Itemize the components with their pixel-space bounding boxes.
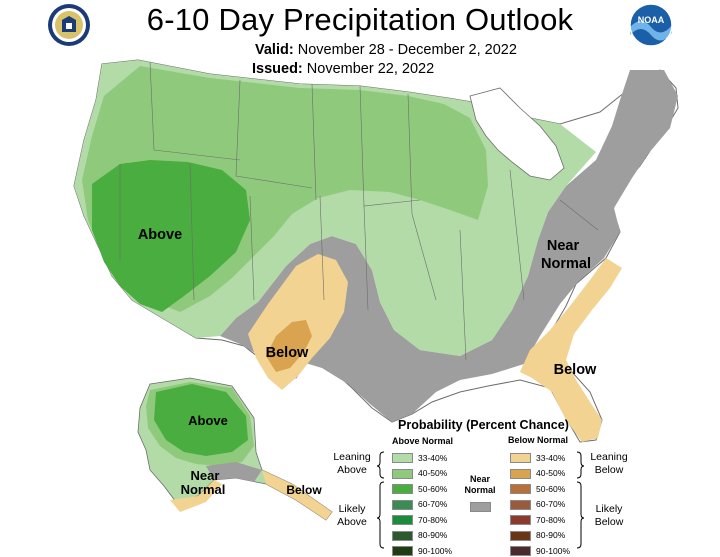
legend-below-label-6: 80-90%	[536, 530, 566, 540]
legend-below-swatch-4	[510, 499, 531, 510]
legend-below-swatch-1	[510, 453, 531, 463]
noaa-logo-text: NOAA	[638, 15, 665, 25]
legend-below-header: Below Normal	[508, 435, 569, 445]
label-above: Above	[138, 227, 182, 243]
legend-below-swatch-6	[510, 530, 531, 541]
valid-dates: November 28 - December 2, 2022	[297, 42, 517, 58]
legend-above-label-7: 90-100%	[418, 545, 453, 556]
legend-near-line2: Normal	[464, 485, 496, 495]
legend-below-label-7: 90-100%	[536, 545, 571, 556]
alaska-above-50-60	[154, 384, 248, 456]
legend-likely-above-line2: Above	[337, 516, 367, 528]
legend-title: Probability (Percent Chance)	[398, 418, 569, 432]
legend-above-header: Above Normal	[392, 436, 454, 446]
legend-near-normal-swatch	[470, 502, 491, 512]
legend-below-swatch-3	[510, 484, 531, 494]
below-southeast-region	[520, 258, 622, 442]
legend-above-swatch-2	[392, 468, 413, 479]
issued-line: Issued: November 22, 2022	[252, 61, 434, 77]
label-near-line1: Near	[547, 238, 580, 254]
legend-likely-above: Likely Above	[326, 503, 378, 529]
legend-above-label-4: 60-70%	[418, 499, 448, 509]
noaa-logo: NOAA	[629, 3, 673, 47]
state-boundaries	[119, 61, 599, 361]
legend-above-label-3: 50-60%	[418, 483, 448, 494]
legend-near-normal-label: Near Normal	[460, 474, 500, 496]
legend-above-label-2: 40-50%	[418, 468, 448, 478]
legend-leaning-below-line2: Below	[594, 464, 624, 476]
legend-leaning-above-line2: Above	[337, 464, 367, 476]
great-lakes	[469, 87, 565, 181]
label-near-line2: Normal	[541, 256, 591, 272]
legend-below-swatch-2	[510, 468, 531, 479]
legend-above-swatch-6	[392, 530, 413, 541]
legend-likely-below: Likely Below	[583, 503, 635, 529]
legend-likely-below-line1: Likely	[595, 503, 623, 515]
issued-date: November 22, 2022	[306, 61, 435, 77]
label-alaska-near-line2: Normal	[181, 482, 226, 497]
legend-leaning-above-line1: Leaning	[333, 451, 371, 463]
legend-above-swatch-1	[392, 453, 413, 463]
above-50-60-region	[92, 160, 250, 312]
legend-leaning-below-line1: Leaning	[590, 451, 628, 463]
legend-below-label-5: 70-80%	[536, 514, 566, 525]
legend-below-label-3: 50-60%	[536, 483, 566, 494]
dept-of-commerce-seal	[47, 3, 91, 47]
valid-line: Valid: November 28 - December 2, 2022	[255, 42, 517, 58]
legend-above-swatch-3	[392, 484, 413, 494]
legend-above-swatch-7	[392, 546, 413, 556]
legend-above-label-1: 33-40%	[418, 452, 448, 463]
legend-likely-below-line2: Below	[594, 516, 624, 528]
legend-below-label-1: 33-40%	[536, 452, 566, 463]
legend-above-label-6: 80-90%	[418, 530, 448, 540]
legend-below-label-2: 40-50%	[536, 468, 566, 478]
label-below-southwest: Below	[266, 345, 309, 361]
label-below-southeast: Below	[554, 362, 597, 378]
below-40-50-region	[266, 320, 312, 372]
legend-below-swatch-7	[510, 546, 531, 556]
legend-below-swatch-5	[510, 515, 531, 525]
label-alaska-above: Above	[188, 413, 228, 428]
legend-above-swatch-4	[392, 499, 413, 510]
legend-near-line1: Near	[469, 474, 490, 484]
issued-label: Issued:	[252, 61, 303, 77]
alaska-near-normal	[206, 462, 262, 482]
valid-label: Valid:	[255, 42, 294, 58]
alaska-below-aleutians	[170, 480, 222, 512]
legend-below-label-4: 60-70%	[536, 499, 566, 509]
map-title: 6-10 Day Precipitation Outlook	[146, 2, 574, 37]
near-normal-east	[220, 70, 678, 422]
label-alaska-below: Below	[286, 483, 322, 497]
legend-leaning-below: Leaning Below	[583, 451, 635, 477]
legend-above-swatch-5	[392, 515, 413, 525]
legend-above-label-5: 70-80%	[418, 514, 448, 525]
label-alaska-near-line1: Near	[191, 468, 220, 483]
legend-leaning-above: Leaning Above	[326, 451, 378, 477]
legend-likely-above-line1: Likely	[338, 503, 366, 515]
alaska-below	[262, 470, 332, 520]
